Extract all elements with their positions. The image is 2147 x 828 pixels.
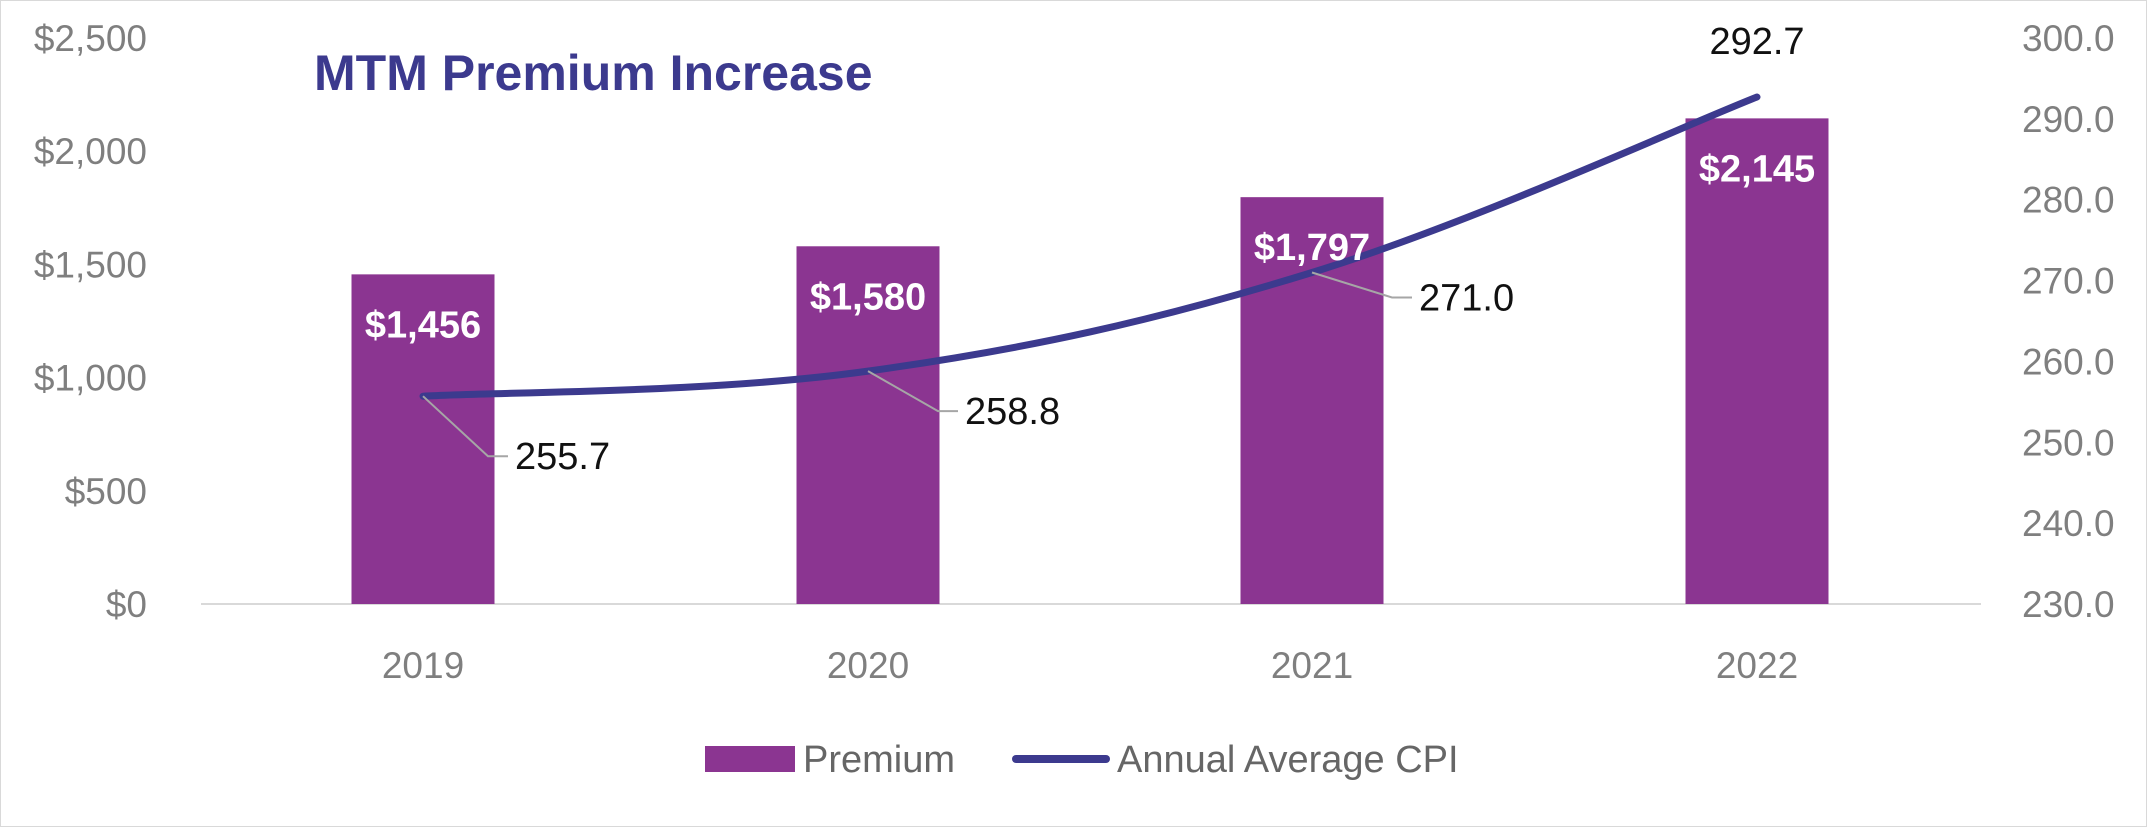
legend-premium-swatch [705,746,795,772]
cpi-label-2022: 292.7 [1709,21,1804,63]
chart-title: MTM Premium Increase [314,45,873,101]
x-tick-label-2021: 2021 [1271,645,1353,686]
y-right-tick-label: 240.0 [2022,503,2115,544]
cpi-leader-2021 [1311,271,1412,299]
cpi-label-2020: 258.8 [965,391,1060,433]
cpi-label-2019: 255.7 [515,436,610,478]
y-left-tick-label: $2,500 [34,18,147,59]
y-left-tick-label: $1,000 [34,358,147,399]
bar-2020 [796,246,940,604]
legend-cpi-label: Annual Average CPI [1117,739,1459,781]
cpi-label-2021: 271.0 [1419,277,1514,319]
legend-premium-label: Premium [803,739,955,781]
y-right-tick-label: 270.0 [2022,261,2115,302]
y-right-tick-label: 260.0 [2022,341,2115,382]
bar-2022 [1685,118,1829,604]
y-left-tick-label: $2,000 [34,131,147,172]
x-tick-label-2019: 2019 [382,645,464,686]
bar-label-2020: $1,580 [810,276,926,318]
y-right-tick-label: 300.0 [2022,18,2115,59]
y-right-tick-label: 250.0 [2022,422,2115,463]
labels-layer: $1,456 $1,580 $1,797 $2,145 255.7 258.8 271.0 2… [365,21,1815,478]
cpi-leader-2020 [867,370,958,413]
y-left-tick-label: $0 [106,584,147,625]
line-layer [419,93,1761,400]
legend: Premium Annual Average CPI [705,739,1459,781]
x-tick-label-2022: 2022 [1716,645,1798,686]
cpi-leader-2019 [422,395,508,458]
bar-label-2022: $2,145 [1699,148,1815,190]
y-right-tick-label: 280.0 [2022,180,2115,221]
y-left-tick-label: $500 [65,471,147,512]
x-tick-label-2020: 2020 [827,645,909,686]
y-right-tick-label: 230.0 [2022,584,2115,625]
bar-label-2019: $1,456 [365,304,481,346]
x-axis: 2019 2020 2021 2022 [382,645,1798,686]
y-left-tick-label: $1,500 [34,244,147,285]
bar-2021 [1240,197,1384,605]
y-right-tick-label: 290.0 [2022,99,2115,140]
y-left-axis: $0 $500 $1,000 $1,500 $2,000 $2,500 [34,18,147,625]
y-right-axis: 230.0 240.0 250.0 260.0 270.0 280.0 290.0 300.0 [2022,18,2115,625]
bars-layer [351,118,1829,605]
bar-label-2021: $1,797 [1254,227,1370,269]
cpi-line [419,93,1761,400]
